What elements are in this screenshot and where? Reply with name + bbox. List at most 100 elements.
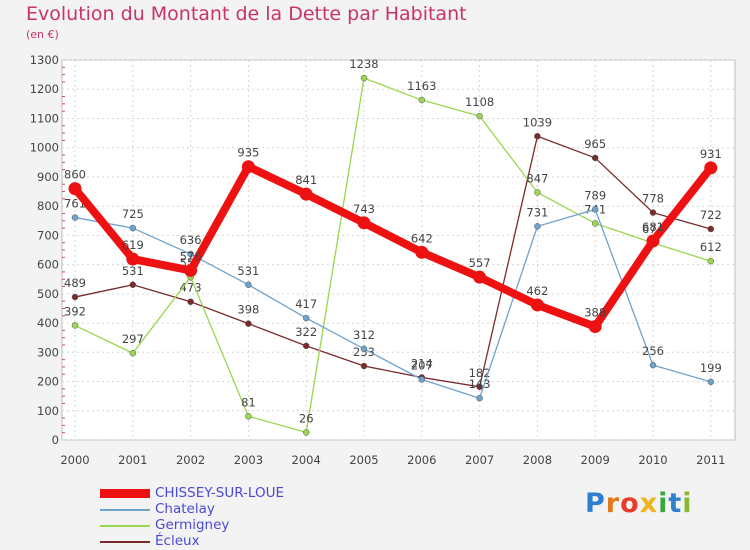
data-label: 489 — [64, 276, 86, 290]
legend-label-chissey: CHISSEY-SUR-LOUE — [155, 485, 284, 501]
data-point — [129, 349, 137, 357]
data-label: 1108 — [465, 95, 494, 109]
data-point — [415, 245, 429, 259]
x-tick-label: 2007 — [465, 453, 494, 467]
data-point — [534, 189, 541, 196]
data-point — [187, 250, 194, 258]
y-tick-label: 800 — [37, 199, 59, 213]
data-label: 312 — [353, 328, 375, 342]
data-label: 1039 — [523, 115, 552, 129]
data-point — [476, 383, 483, 391]
y-axis-ticks: 0 100 200 300 400 500 600 700 800 900 1000 1100 1200… — [30, 53, 65, 447]
logo-letter: t — [668, 488, 683, 519]
y-tick-label: 1200 — [30, 82, 59, 96]
data-point — [591, 206, 599, 213]
data-point — [126, 252, 140, 266]
data-point — [530, 298, 544, 312]
logo-letter: i — [658, 488, 669, 519]
legend-swatch-ecleux — [100, 541, 150, 543]
proxiti-logo: Proxiti — [585, 488, 693, 519]
series-line — [71, 162, 715, 331]
data-point — [591, 220, 599, 227]
y-tick-label: 700 — [37, 228, 59, 242]
data-label: 743 — [353, 202, 375, 216]
x-tick-label: 2009 — [581, 453, 610, 467]
x-tick-label: 2010 — [638, 453, 667, 467]
x-tick-label: 2001 — [118, 453, 147, 467]
series-line — [74, 135, 712, 388]
data-label: 612 — [700, 240, 722, 254]
data-label: 214 — [411, 356, 433, 370]
data-label: 860 — [64, 168, 86, 182]
data-point — [245, 320, 252, 327]
data-point — [360, 74, 368, 82]
legend-label-ecleux: Écleux — [155, 533, 200, 549]
data-label: 392 — [64, 304, 86, 318]
series-0: 860 619 576 935 841 743 642 557 462 388 681 931 — [64, 146, 722, 334]
data-point — [302, 314, 310, 322]
data-point — [71, 214, 79, 221]
data-point — [418, 376, 426, 383]
data-label: 531 — [122, 264, 144, 278]
data-label: 642 — [411, 231, 433, 245]
logo-letter: r — [605, 488, 621, 519]
series-line — [74, 77, 712, 434]
y-tick-label: 600 — [37, 258, 59, 272]
data-label: 931 — [700, 147, 722, 161]
data-point — [476, 394, 483, 402]
data-point — [418, 96, 426, 104]
data-point — [707, 225, 715, 233]
data-point — [646, 234, 660, 248]
data-point — [302, 342, 310, 350]
y-tick-label: 200 — [37, 375, 59, 389]
logo-letter: i — [682, 488, 693, 519]
data-point — [534, 223, 541, 230]
logo-letter: o — [620, 488, 640, 519]
plot-area — [61, 59, 736, 441]
series-line — [74, 208, 712, 399]
y-tick-label: 400 — [37, 316, 59, 330]
data-point — [591, 154, 599, 162]
x-tick-label: 2003 — [234, 453, 263, 467]
data-point — [360, 345, 368, 353]
data-point — [357, 216, 371, 230]
chart-subtitle: (en €) — [26, 28, 59, 41]
legend-swatch-chissey — [100, 489, 150, 498]
data-label: 1163 — [407, 79, 436, 93]
x-axis-ticks: 2000 2001 2002 2003 2004 2005 2006 2007 2008 2009… — [60, 453, 725, 467]
y-tick-label: 900 — [37, 170, 59, 184]
y-tick-label: 1100 — [30, 111, 59, 125]
series-group: 4895314733983222532141821039965778722392… — [64, 57, 722, 436]
data-label: 576 — [180, 249, 202, 263]
data-label: 1238 — [349, 57, 378, 71]
data-point — [71, 293, 79, 301]
data-label: 619 — [122, 238, 144, 252]
x-tick-label: 2002 — [176, 453, 205, 467]
chart-title: Evolution du Montant de la Dette par Hab… — [26, 3, 467, 25]
logo-letter: x — [639, 488, 659, 519]
data-point — [241, 160, 255, 174]
data-label: 207 — [411, 358, 433, 372]
data-point — [302, 429, 310, 436]
data-point — [360, 362, 368, 370]
data-point — [245, 281, 252, 289]
data-label: 143 — [469, 377, 491, 391]
data-point — [245, 413, 252, 420]
data-point — [707, 257, 715, 265]
data-label: 557 — [469, 256, 491, 270]
data-point — [184, 263, 198, 277]
y-tick-label: 100 — [37, 404, 59, 418]
data-label: 847 — [526, 171, 548, 185]
data-label: 722 — [700, 208, 722, 222]
data-point — [534, 133, 541, 140]
data-label: 398 — [237, 303, 259, 317]
x-tick-label: 2008 — [523, 453, 552, 467]
data-label: 26 — [299, 411, 314, 425]
data-label: 636 — [180, 233, 202, 247]
y-tick-label: 1000 — [30, 141, 59, 155]
data-point — [649, 209, 657, 216]
data-label: 531 — [237, 264, 259, 278]
x-tick-label: 2011 — [696, 453, 725, 467]
y-tick-label: 1300 — [30, 53, 59, 67]
